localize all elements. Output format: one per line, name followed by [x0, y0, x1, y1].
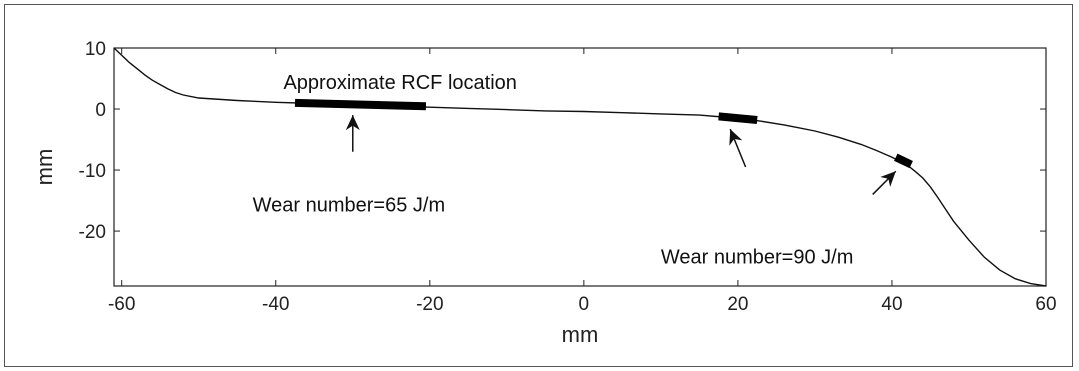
rcf-highlight-segment	[894, 153, 913, 169]
x-tick-label: 20	[727, 294, 748, 315]
rcf-highlight-segment	[718, 112, 758, 124]
x-axis-label: mm	[562, 322, 599, 347]
y-tick-label: -10	[79, 161, 106, 182]
rcf-highlight-segment	[294, 98, 427, 111]
x-tick-label: -60	[108, 294, 135, 315]
plot-area	[113, 47, 1047, 287]
y-axis-label: mm	[32, 149, 57, 186]
annotation-layer: Approximate RCF location Wear number=65 J…	[253, 72, 897, 268]
profile-line	[113, 47, 1047, 287]
annotation-label: Approximate RCF location	[283, 72, 516, 94]
figure-frame	[4, 4, 1073, 367]
annotation-label: Wear number=90 J/m	[661, 246, 854, 268]
arrow-head-icon	[345, 115, 360, 131]
ticks-layer: -60 -40 -20 0 20 40 60 10 0 -10 -20	[79, 39, 1057, 315]
y-tick-label: 10	[85, 39, 106, 60]
y-tick-label: -20	[79, 222, 106, 243]
x-tick-label: 0	[579, 294, 590, 315]
y-tick-label: 0	[95, 100, 106, 121]
x-tick-label: -20	[416, 294, 443, 315]
x-tick-label: -40	[262, 294, 289, 315]
x-tick-label: 40	[881, 294, 902, 315]
x-tick-label: 60	[1035, 294, 1056, 315]
annotation-label: Wear number=65 J/m	[253, 195, 446, 217]
arrow-head-icon	[729, 129, 743, 146]
curve-layer	[113, 47, 1047, 287]
arrow-head-icon	[880, 171, 896, 187]
